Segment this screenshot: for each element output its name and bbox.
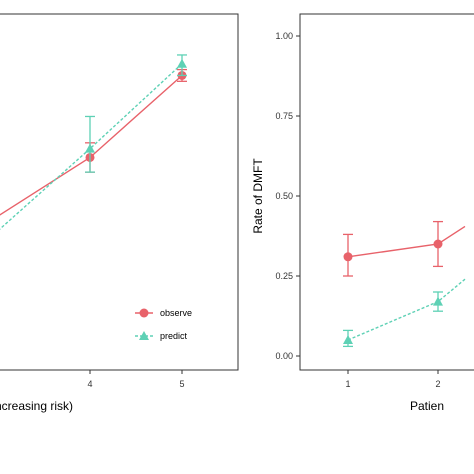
right-plot-marks (343, 220, 466, 348)
right-x-axis-label: Patien (410, 399, 444, 413)
left-x-tick-label: 5 (179, 379, 184, 389)
legend-observe-marker (139, 308, 149, 318)
right-observe-point (433, 239, 443, 249)
left-plot-marks (0, 54, 187, 230)
right-predict-point (433, 296, 443, 306)
right-observe-point (343, 252, 353, 262)
right-y-axis-label: Rate of DMFT (251, 158, 265, 234)
right-y-tick-label: 0.75 (275, 111, 293, 121)
left-predict-point (85, 143, 95, 153)
legend: observe predict (135, 308, 192, 341)
left-x-axis-label: ncreasing risk) (0, 399, 73, 413)
legend-predict-marker (139, 331, 149, 340)
right-x-tick-label: 1 (345, 379, 350, 389)
left-panel-frame (0, 13, 239, 371)
legend-observe-label: observe (160, 308, 192, 318)
left-predict-point (177, 58, 187, 68)
right-y-tick-label: 0.00 (275, 351, 293, 361)
left-x-tick-label: 4 (87, 379, 92, 389)
right-y-tick-label: 0.50 (275, 191, 293, 201)
right-predict-point (343, 335, 353, 344)
right-y-ticks: 0.00 0.25 0.50 0.75 1.00 (275, 31, 300, 361)
left-predict-line (0, 63, 183, 230)
right-y-tick-label: 1.00 (275, 31, 293, 41)
right-x-tick-label: 2 (435, 379, 440, 389)
legend-predict-label: predict (160, 331, 188, 341)
right-panel-frame (299, 13, 474, 371)
right-y-tick-label: 0.25 (275, 271, 293, 281)
